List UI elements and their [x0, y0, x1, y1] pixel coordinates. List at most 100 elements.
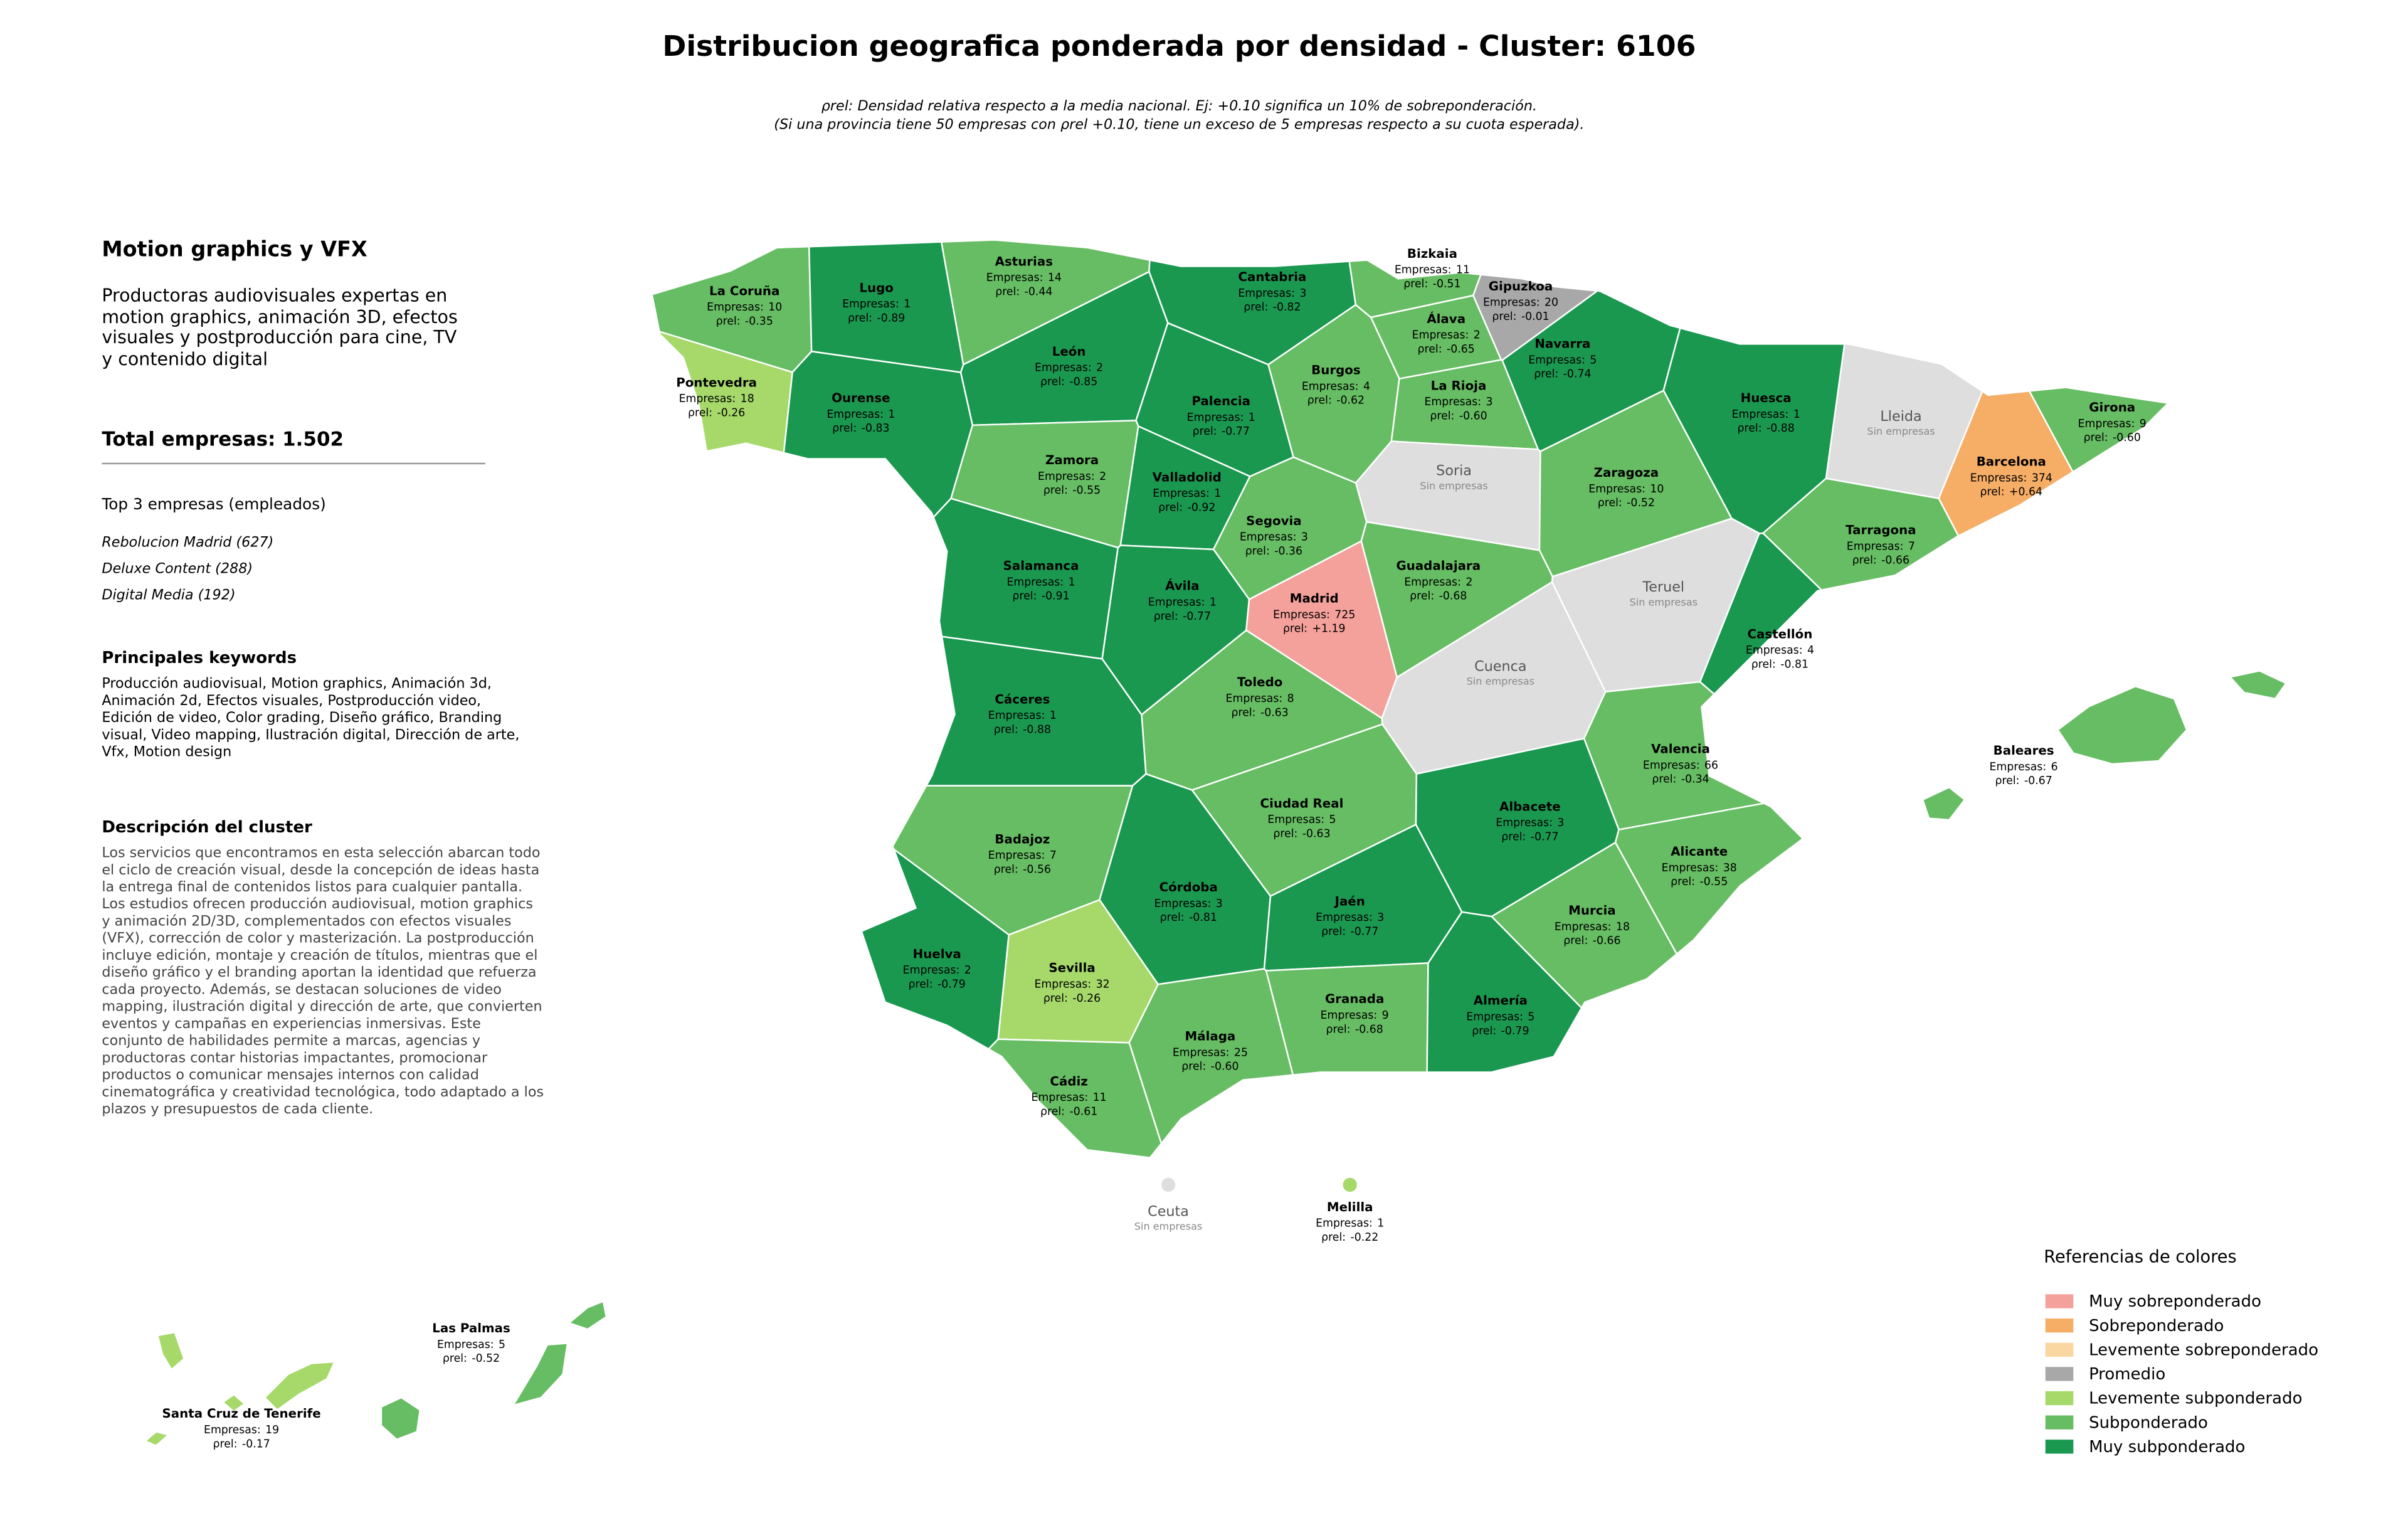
count-value: 1 [904, 298, 911, 310]
rho-label: ρrel: -0.66 [1563, 935, 1620, 947]
count-prefix: Empresas: [1496, 817, 1553, 829]
count-label: Empresas: 14 [986, 272, 1062, 284]
count-value: 9 [1382, 1009, 1389, 1022]
province-name: Guadalajara [1396, 559, 1481, 573]
count-label: Empresas: 5 [1267, 814, 1336, 826]
rho-prefix: ρrel: [1430, 410, 1454, 422]
province-name: Teruel [1642, 579, 1684, 595]
legend-label: Muy sobreponderado [2089, 1292, 2261, 1311]
rho-value: +0.64 [2009, 486, 2042, 499]
rho-value: -0.74 [1563, 368, 1592, 381]
count-prefix: Empresas: [988, 849, 1045, 862]
count-value: 8 [1287, 692, 1294, 705]
rho-label: ρrel: -0.62 [1307, 395, 1365, 407]
province-name: Huesca [1741, 391, 1792, 405]
count-label: Empresas: 725 [1273, 608, 1355, 621]
rho-prefix: ρrel: [1154, 610, 1178, 623]
province-name: Jaén [1334, 894, 1365, 908]
count-prefix: Empresas: [1173, 1046, 1230, 1059]
count-label: Empresas: 1 [826, 408, 895, 421]
count-value: 1 [1050, 709, 1057, 722]
count-label: Empresas: 1 [1153, 487, 1221, 500]
count-value: 4 [1807, 644, 1814, 657]
rho-label: ρrel: -0.91 [1012, 590, 1069, 603]
province-name: Asturias [995, 254, 1053, 268]
rho-label: ρrel: -0.79 [909, 978, 966, 990]
legend-swatch [2045, 1318, 2074, 1333]
province-name: Álava [1427, 312, 1465, 326]
rho-prefix: ρrel: [1598, 497, 1622, 509]
rho-value: -0.55 [1072, 484, 1101, 497]
count-value: 5 [1590, 354, 1597, 366]
rho-label: ρrel: -0.52 [443, 1352, 500, 1365]
top3-item: Deluxe Content (288) [102, 562, 253, 578]
province-name: La Rioja [1431, 378, 1487, 393]
rho-prefix: ρrel: [1231, 706, 1255, 719]
count-prefix: Empresas: [1316, 911, 1373, 924]
count-label: Empresas: 1 [1148, 596, 1217, 608]
count-prefix: Empresas: [679, 393, 736, 405]
rho-prefix: ρrel: [1652, 773, 1676, 786]
province [221, 1393, 246, 1413]
count-label: Empresas: 5 [437, 1339, 505, 1351]
province-name: Salamanca [1003, 559, 1079, 573]
rho-label: ρrel: -0.77 [1501, 830, 1558, 843]
count-prefix: Empresas: [1148, 596, 1205, 608]
rho-label: ρrel: -0.79 [1472, 1025, 1529, 1037]
rho-label: ρrel: -0.55 [1043, 484, 1101, 497]
province-name: Alicante [1671, 844, 1728, 859]
rho-prefix: ρrel: [2084, 432, 2108, 444]
count-prefix: Empresas: [1032, 1091, 1089, 1104]
count-prefix: Empresas: [204, 1424, 261, 1436]
rho-prefix: ρrel: [909, 978, 933, 990]
rho-prefix: ρrel: [1410, 590, 1434, 603]
rho-value: -0.79 [937, 978, 966, 990]
count-value: 19 [265, 1424, 279, 1436]
rho-label: ρrel: -0.81 [1751, 659, 1809, 671]
count-value: 3 [1557, 817, 1564, 829]
count-label: Empresas: 5 [1528, 354, 1597, 366]
count-label: Empresas: 4 [1746, 644, 1814, 657]
count-prefix: Empresas: [903, 964, 960, 977]
rho-value: -0.44 [1025, 285, 1053, 298]
province-name: Segovia [1246, 514, 1302, 528]
legend-swatch [2045, 1391, 2074, 1406]
rho-prefix: ρrel: [1245, 545, 1270, 558]
count-value: 1 [1377, 1218, 1384, 1230]
province [144, 1431, 171, 1447]
count-label: Empresas: 1 [1732, 408, 1800, 421]
count-label: Empresas: 2 [1035, 362, 1103, 374]
rho-value: -0.17 [242, 1438, 270, 1450]
province [263, 1361, 336, 1411]
rho-prefix: ρrel: [1273, 827, 1297, 840]
count-value: 1 [888, 408, 895, 421]
province [567, 1300, 608, 1330]
province-name: Zaragoza [1594, 465, 1659, 480]
count-value: 3 [1377, 911, 1384, 924]
province-name: Sevilla [1048, 961, 1095, 975]
count-prefix: Empresas: [1466, 1011, 1523, 1023]
count-prefix: Empresas: [1555, 921, 1612, 933]
rho-value: -0.26 [1072, 992, 1101, 1005]
province-name: Las Palmas [432, 1321, 510, 1335]
count-value: 2 [1465, 576, 1472, 588]
legend-label: Sobreponderado [2089, 1317, 2224, 1335]
province-name: Lleida [1880, 408, 1921, 425]
province-name: Melilla [1327, 1200, 1373, 1214]
count-label: Empresas: 20 [1483, 297, 1558, 309]
province-name: Santa Cruz de Tenerife [162, 1406, 321, 1421]
count-value: 2 [1474, 329, 1481, 342]
rho-value: -0.67 [2024, 775, 2052, 787]
count-value: 3 [1216, 898, 1223, 910]
count-prefix: Empresas: [826, 408, 884, 421]
province [1159, 1176, 1177, 1194]
rho-label: ρrel: -0.51 [1403, 278, 1460, 290]
rho-value: -0.01 [1521, 310, 1550, 323]
count-label: Empresas: 3 [1240, 531, 1308, 544]
province [2056, 685, 2188, 765]
info-panel: Motion graphics y VFX Productoras audiov… [102, 238, 544, 1118]
count-prefix: Empresas: [437, 1339, 494, 1351]
province-name: Badajoz [995, 832, 1050, 846]
rho-label: ρrel: -0.26 [1043, 992, 1101, 1005]
